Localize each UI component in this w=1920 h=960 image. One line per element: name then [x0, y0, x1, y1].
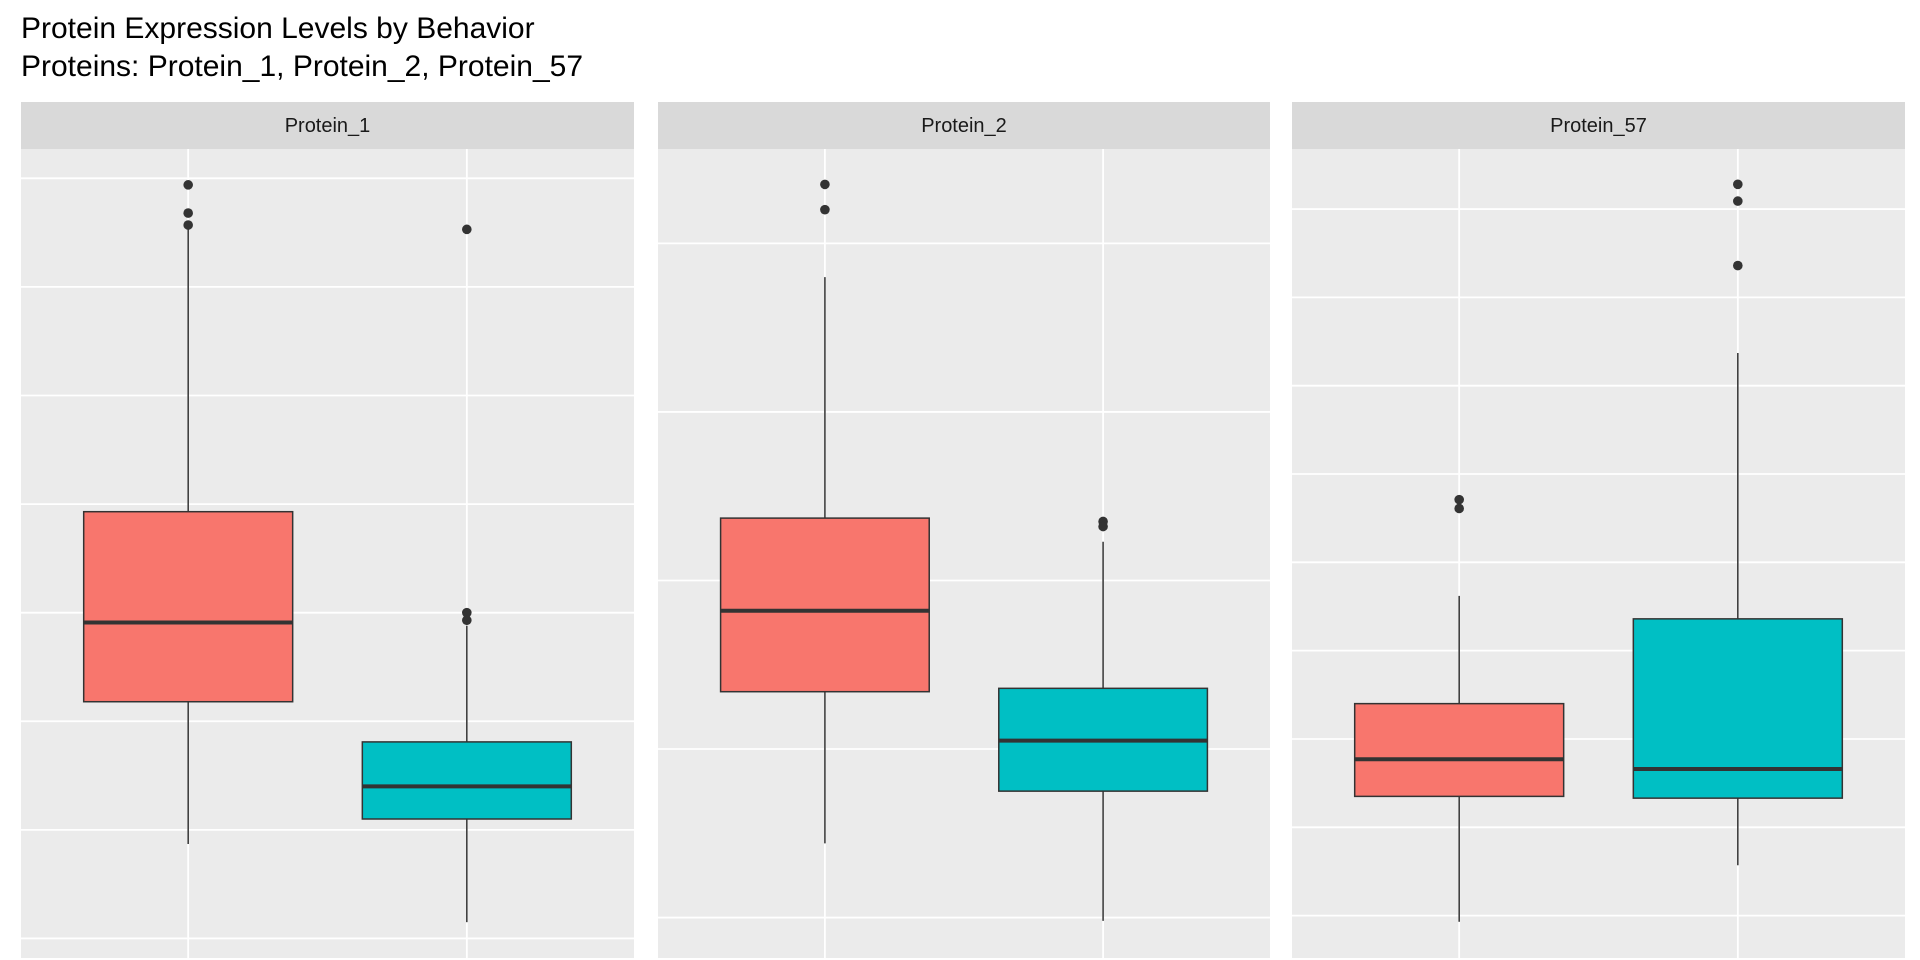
outlier: [183, 208, 193, 218]
panel-background: [1292, 149, 1905, 958]
outlier: [1454, 494, 1464, 505]
box: [1353, 702, 1565, 798]
outlier: [183, 220, 193, 230]
outlier: [820, 179, 830, 190]
facet-strip: [21, 102, 634, 149]
box: [361, 741, 573, 820]
chart-title: Protein Expression Levels by Behavior: [21, 12, 535, 45]
outlier: [462, 224, 472, 235]
outlier: [1098, 521, 1108, 532]
outlier: [1733, 260, 1743, 271]
box: [1632, 618, 1844, 799]
outlier: [462, 607, 472, 618]
outlier: [1733, 179, 1743, 190]
facet-title: Protein_1: [285, 115, 371, 137]
outlier: [1454, 503, 1464, 514]
box: [82, 510, 294, 703]
outlier: [462, 615, 472, 626]
chart-subtitle: Proteins: Protein_1, Protein_2, Protein_…: [21, 50, 583, 83]
facet-strip: [658, 102, 1270, 149]
facet-title: Protein_2: [921, 115, 1007, 137]
facet-title: Protein_57: [1550, 115, 1647, 137]
outlier: [820, 204, 830, 215]
facet-strip: [1292, 102, 1905, 149]
outlier: [1733, 196, 1743, 206]
outlier: [183, 180, 193, 190]
box: [719, 517, 930, 693]
